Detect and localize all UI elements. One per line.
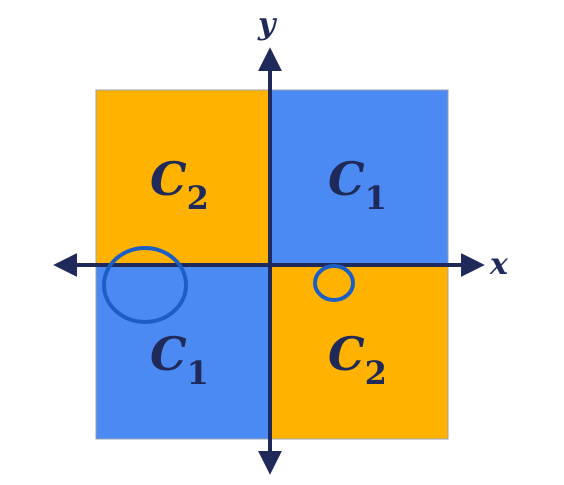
label-bottom-left: C1 — [150, 327, 209, 392]
label-top-left-letter: C — [150, 152, 187, 206]
label-top-left-subscript: 2 — [187, 179, 209, 217]
y-axis-label: y — [257, 7, 278, 42]
quadrant-bottom-right — [269, 264, 449, 440]
label-top-right-subscript: 1 — [365, 179, 387, 217]
label-top-right: C1 — [328, 152, 387, 217]
x-axis-label: x — [489, 247, 509, 282]
quadrant-top-right — [269, 89, 449, 266]
label-bottom-left-subscript: 1 — [187, 354, 209, 392]
label-top-right-letter: C — [328, 152, 365, 206]
label-bottom-right-subscript: 2 — [365, 354, 387, 392]
quadrant-top-left — [95, 89, 271, 266]
label-bottom-left-letter: C — [150, 327, 187, 381]
label-top-left: C2 — [150, 152, 209, 217]
large-circle — [102, 246, 188, 324]
label-bottom-right-letter: C — [328, 327, 365, 381]
small-circle — [313, 264, 355, 302]
label-bottom-right: C2 — [328, 327, 387, 392]
